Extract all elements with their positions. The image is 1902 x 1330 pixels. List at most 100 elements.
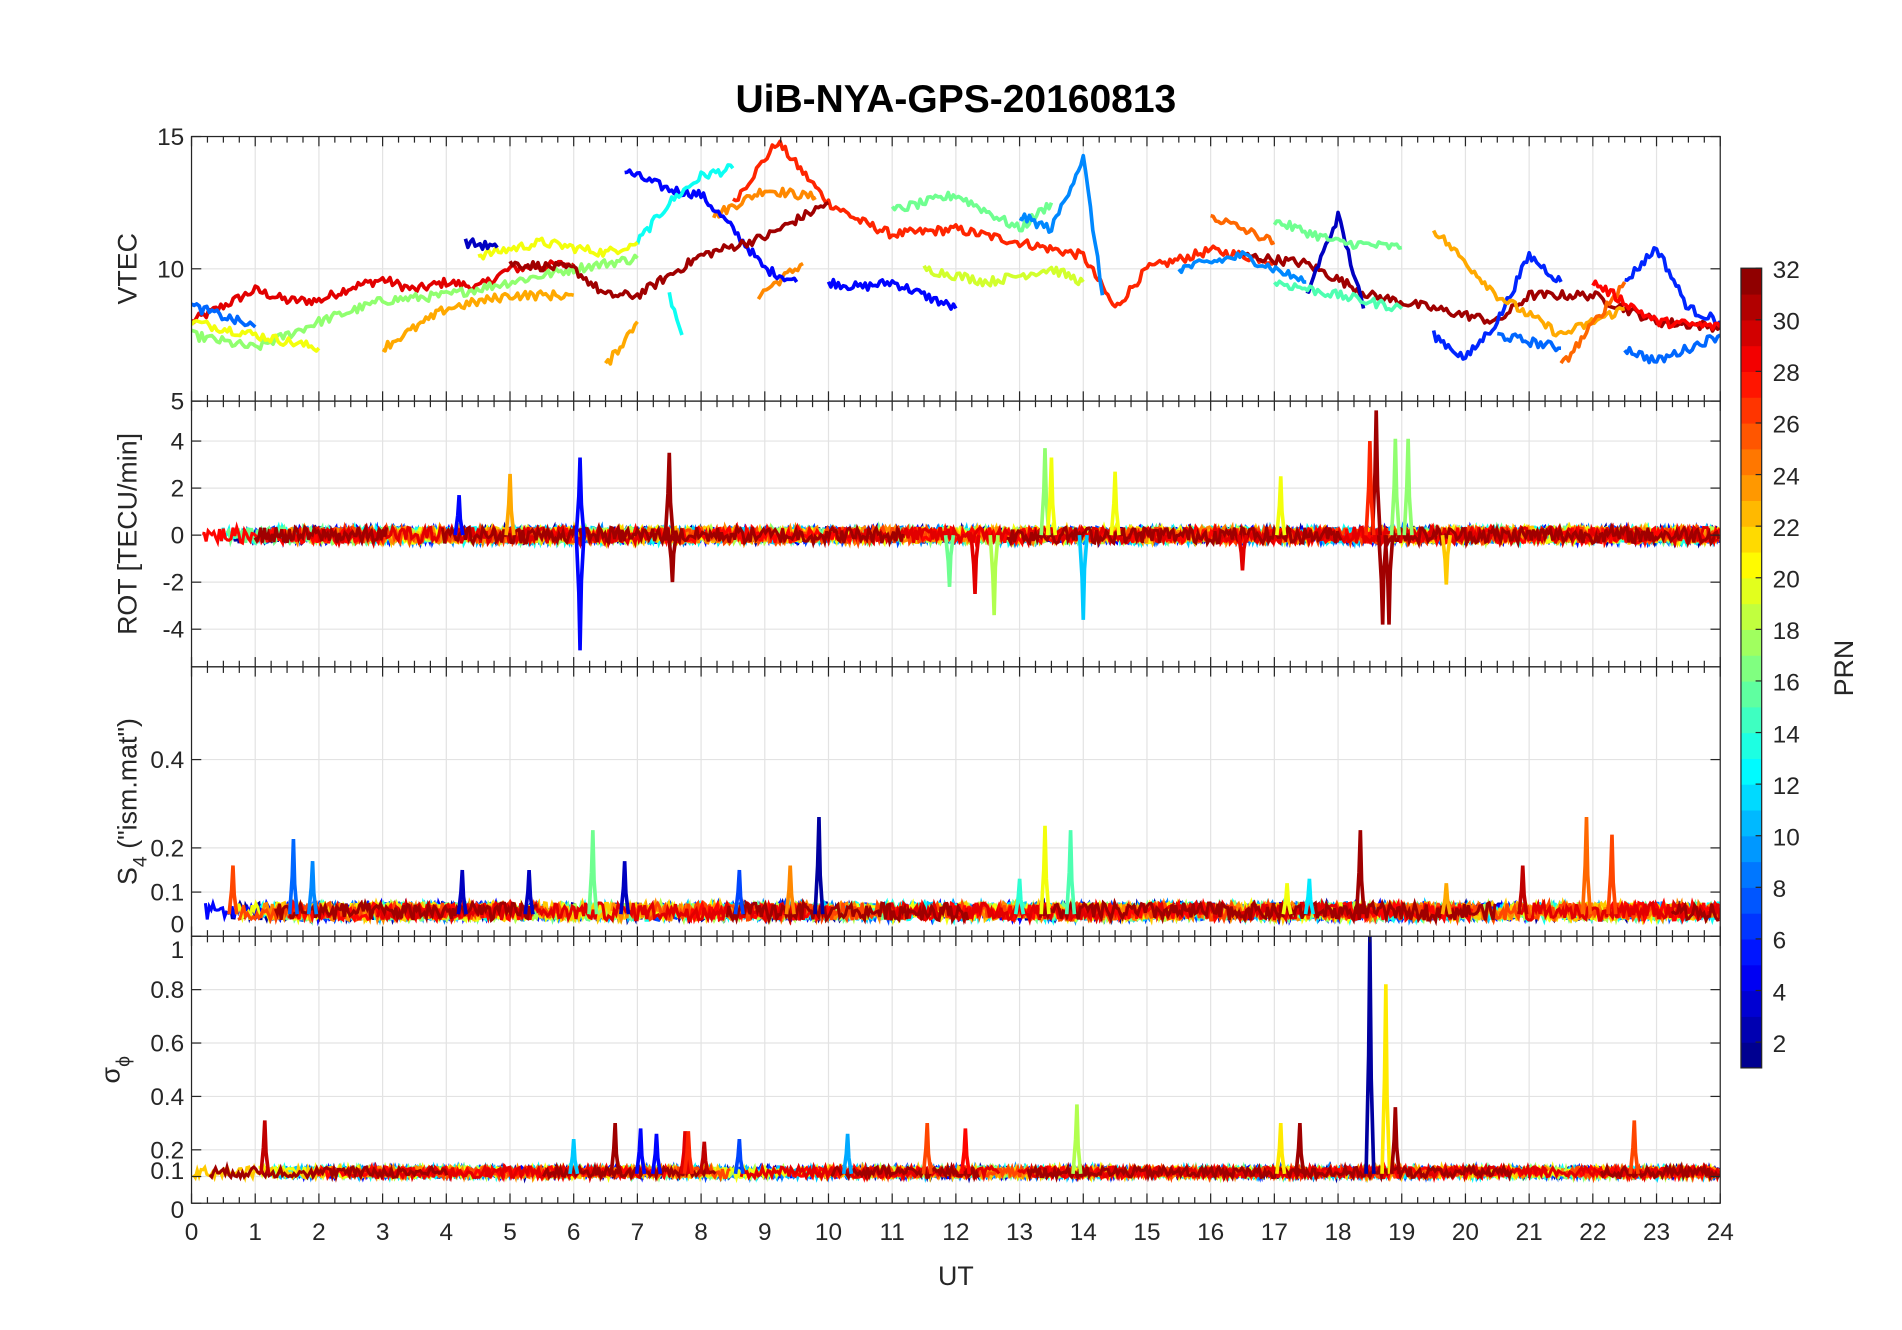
colorbar-swatch [1740, 1042, 1762, 1069]
spike-prn-31 [1294, 1123, 1306, 1175]
colorbar-swatch [1740, 809, 1762, 837]
trace-prn-31 [725, 897, 970, 926]
colorbar-tick-label: 12 [1773, 773, 1800, 800]
colorbar-swatch [1740, 371, 1762, 398]
vtec-track-prn-6 [1431, 250, 1563, 361]
spike-prn-28 [959, 1128, 972, 1175]
x-tick-label: 16 [1197, 1219, 1224, 1246]
y-axis-label-rest: ("ism.mat") [113, 718, 143, 856]
colorbar-tick-label: 18 [1773, 618, 1800, 645]
colorbar-swatch [1740, 861, 1762, 888]
colorbar-tick-label: 16 [1773, 670, 1800, 697]
y-tick-label: 0.2 [150, 1137, 184, 1164]
y-tick-label: 0 [171, 523, 185, 550]
colorbar-swatch [1740, 990, 1762, 1017]
vtec-track-prn-23 [381, 289, 575, 353]
vtec-track-prn-9 [1018, 153, 1105, 296]
y-tick-label: 0.2 [150, 835, 184, 862]
spike-prn-9 [306, 861, 319, 915]
data-layer [202, 410, 1721, 651]
trace-prn-31 [273, 898, 538, 924]
spike-prn-21 [1380, 984, 1392, 1174]
spike-prn-26 [227, 865, 239, 915]
vtec-track-prn-31 [508, 201, 830, 301]
spike-prn-7 [733, 869, 745, 915]
data-layer [191, 139, 1721, 366]
colorbar-tick-label: 20 [1773, 567, 1800, 594]
chart-title: UiB-NYA-GPS-20160813 [735, 78, 1176, 121]
y-tick-label: 0.4 [150, 747, 184, 774]
spike-prn-30 [259, 1120, 271, 1175]
colorbar-frame [1740, 267, 1763, 1069]
trace-prn-31 [1670, 900, 1720, 925]
colorbar-tick-label: 2 [1773, 1031, 1787, 1058]
spike-prn-31 [609, 1123, 621, 1175]
colorbar-swatch [1740, 577, 1762, 605]
panel-rot: -4 -2 0 2 4 ROT [TECU/min] [113, 400, 1721, 668]
vtec-track-prn-28 [1591, 279, 1721, 331]
spike-prn-29 [969, 534, 981, 595]
x-tick-label: 9 [758, 1219, 772, 1246]
x-tick-label: 10 [815, 1219, 842, 1246]
spike-prn-18 [1071, 1104, 1083, 1175]
spike-prn-2 [1364, 936, 1376, 1174]
vtec-track-prn-27 [732, 139, 1276, 309]
spike-prn-23 [1440, 883, 1452, 915]
y-axis-label-subscript: 4 [129, 856, 151, 867]
spike-prn-5 [634, 1128, 647, 1175]
x-tick-label: 18 [1324, 1219, 1351, 1246]
y-tick-label: 0.1 [150, 880, 184, 907]
x-tick-label: 6 [567, 1219, 581, 1246]
colorbar-tick-label: 22 [1773, 515, 1800, 542]
x-tick-label: 14 [1070, 1219, 1097, 1246]
spike-prn-27 [682, 1131, 695, 1175]
colorbar-swatch [1740, 526, 1762, 553]
trace-prn-28 [685, 899, 832, 926]
x-tick-label: 22 [1579, 1219, 1606, 1246]
x-tick-label: 1 [248, 1219, 262, 1246]
vtec-track-prn-16 [890, 190, 1054, 233]
data-layer [192, 936, 1721, 1184]
spike-prn-5 [574, 457, 586, 536]
spike-prn-31 [1370, 410, 1382, 536]
spike-prn-15 [1064, 830, 1077, 915]
vtec-track-prn-20 [477, 236, 639, 261]
spike-prn-26 [921, 1123, 933, 1175]
vtec-track-prn-24 [712, 186, 817, 219]
x-tick-label: 15 [1133, 1219, 1160, 1246]
spike-prn-31 [1376, 535, 1389, 625]
spike-prn-22 [1440, 534, 1453, 585]
x-tick-label: 5 [503, 1219, 517, 1246]
x-tick-label: 13 [1006, 1219, 1033, 1246]
spike-prn-2 [813, 816, 825, 915]
colorbar-tick-label: 14 [1773, 721, 1800, 748]
colorbar-swatch [1740, 732, 1762, 759]
colorbar-swatch [1740, 706, 1762, 734]
spike-prn-17 [1389, 438, 1402, 536]
spike-prn-20 [1039, 825, 1051, 915]
colorbar-tick-label: 26 [1773, 412, 1800, 439]
vtec-track-prn-6 [1624, 246, 1721, 326]
spike-prn-5 [574, 535, 586, 651]
spike-prn-20 [1109, 471, 1121, 536]
spike-prn-3 [523, 869, 535, 915]
vtec-track-prn-31 [1241, 251, 1721, 333]
y-tick-label: -4 [163, 617, 185, 644]
y-tick-label: 0.1 [150, 1158, 184, 1185]
colorbar-swatch [1740, 500, 1762, 527]
x-tick-label: 8 [694, 1219, 708, 1246]
x-tick-label: 23 [1643, 1219, 1670, 1246]
trace-prn-31 [441, 522, 905, 549]
x-tick-label: 11 [880, 1219, 905, 1246]
spike-prn-12 [1303, 878, 1315, 915]
spike-prn-23 [504, 473, 516, 536]
x-tick-label: 24 [1707, 1219, 1734, 1246]
spike-prn-31 [666, 534, 679, 583]
colorbar-tick-label: 30 [1773, 309, 1800, 336]
spike-prn-14 [1013, 878, 1026, 915]
x-tick-label: 19 [1388, 1219, 1415, 1246]
y-tick-label: 0.8 [150, 977, 184, 1004]
colorbar-swatch [1740, 448, 1762, 476]
